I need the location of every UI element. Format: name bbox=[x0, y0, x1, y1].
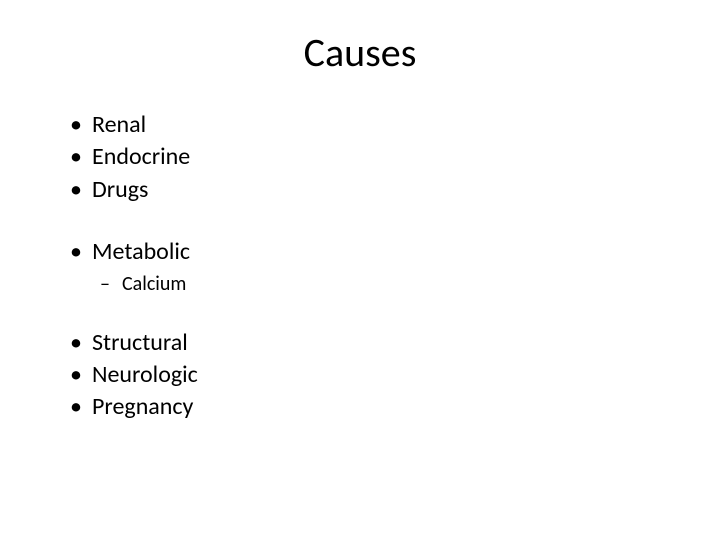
slide-body: Renal Endocrine Drugs Metabolic Calcium … bbox=[60, 109, 660, 424]
bullet-item: Structural bbox=[66, 327, 660, 359]
bullet-text: Renal bbox=[92, 110, 146, 139]
sub-bullet-item: Calcium bbox=[92, 271, 660, 297]
slide-title: Causes bbox=[60, 28, 660, 77]
bullet-item: Endocrine bbox=[66, 141, 660, 173]
bullet-text: Endocrine bbox=[92, 142, 190, 171]
bullet-text: Drugs bbox=[92, 175, 148, 204]
spacer bbox=[66, 297, 660, 327]
bullet-item: Neurologic bbox=[66, 359, 660, 391]
bullet-text: Metabolic bbox=[92, 237, 190, 266]
sub-bullet-text: Calcium bbox=[122, 272, 186, 296]
bullet-text: Pregnancy bbox=[92, 392, 193, 421]
sub-bullet-group: Calcium bbox=[92, 271, 660, 297]
bullet-text: Structural bbox=[92, 328, 188, 357]
bullet-group-2: Metabolic Calcium bbox=[66, 236, 660, 296]
bullet-item: Metabolic Calcium bbox=[66, 236, 660, 296]
bullet-item: Pregnancy bbox=[66, 391, 660, 423]
slide-container: Causes Renal Endocrine Drugs Metabolic C… bbox=[0, 0, 720, 540]
bullet-group-3: Structural Neurologic Pregnancy bbox=[66, 327, 660, 424]
bullet-item: Renal bbox=[66, 109, 660, 141]
bullet-text: Neurologic bbox=[92, 360, 198, 389]
spacer bbox=[66, 206, 660, 236]
bullet-group-1: Renal Endocrine Drugs bbox=[66, 109, 660, 206]
bullet-item: Drugs bbox=[66, 174, 660, 206]
